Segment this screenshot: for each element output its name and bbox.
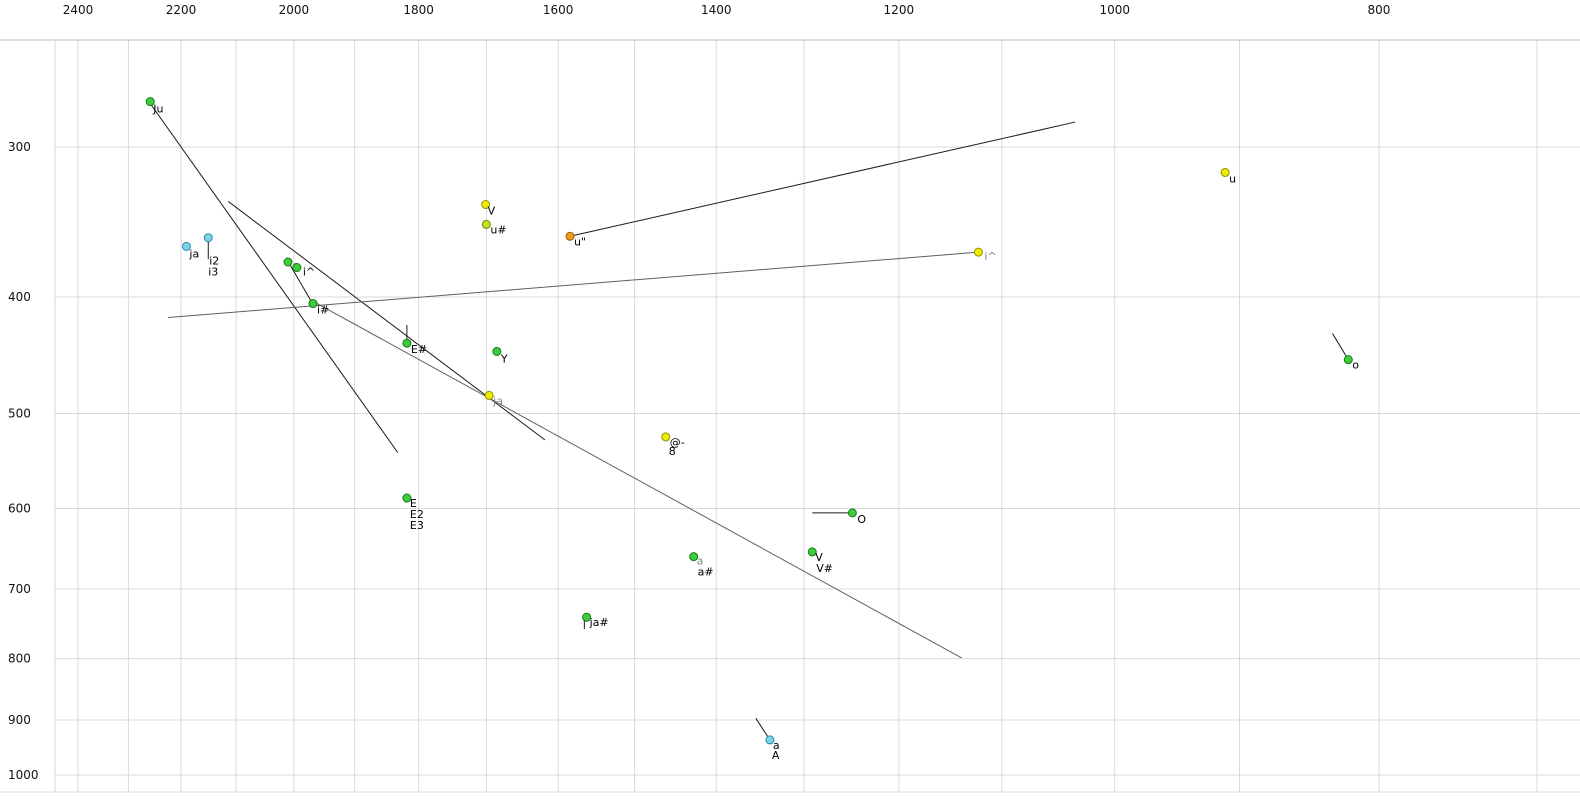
x-tick-label: 2400 xyxy=(63,3,94,17)
point-label: i# xyxy=(317,304,329,317)
data-point xyxy=(492,346,502,356)
y-tick-label: 900 xyxy=(8,713,31,727)
trajectory-line xyxy=(149,103,399,453)
data-point xyxy=(847,508,857,518)
point-label: V# xyxy=(816,562,833,575)
point-label: a xyxy=(773,739,780,752)
point-label: i^ xyxy=(303,266,315,279)
data-point xyxy=(481,200,491,210)
point-label: a xyxy=(697,555,704,568)
point-label: Ju xyxy=(152,103,163,116)
trajectory-line xyxy=(569,121,1076,237)
point-label: Y xyxy=(500,352,508,365)
data-point xyxy=(203,233,213,243)
data-point xyxy=(807,547,817,557)
data-point xyxy=(481,219,491,229)
x-tick-label: 1400 xyxy=(701,3,732,17)
data-point xyxy=(565,231,575,241)
data-point xyxy=(582,612,592,622)
data-point xyxy=(308,299,318,309)
point-label: u xyxy=(1229,172,1236,185)
point-label: a# xyxy=(698,566,714,579)
x-tick-label: 800 xyxy=(1368,3,1391,17)
point-label: E2 xyxy=(410,508,424,521)
point-label: A xyxy=(772,749,780,762)
trajectory-line xyxy=(309,299,962,659)
trajectory-line xyxy=(168,251,979,319)
point-label: E xyxy=(410,497,417,510)
point-label: i2 xyxy=(209,255,219,268)
data-point xyxy=(1343,355,1353,365)
point-label: i3 xyxy=(208,266,218,279)
point-label: i^ xyxy=(984,250,996,263)
data-point xyxy=(402,338,412,348)
point-label: u" xyxy=(574,235,586,248)
point-label: E# xyxy=(411,343,427,356)
x-tick-label: 1200 xyxy=(884,3,915,17)
point-label: V xyxy=(488,205,496,218)
data-point xyxy=(181,241,191,251)
x-tick-label: 1000 xyxy=(1099,3,1130,17)
trajectory-line xyxy=(288,263,313,303)
point-label: 8 xyxy=(669,445,676,458)
x-tick-label: 1600 xyxy=(543,3,574,17)
y-tick-label: 1000 xyxy=(8,768,39,782)
point-label: E3 xyxy=(410,519,424,532)
point-label: @- xyxy=(670,436,685,449)
data-point xyxy=(402,493,412,503)
y-tick-label: 300 xyxy=(8,140,31,154)
data-point xyxy=(973,247,983,257)
point-label: O xyxy=(857,513,866,526)
x-tick-label: 2200 xyxy=(166,3,197,17)
data-point xyxy=(689,552,699,562)
y-tick-label: 500 xyxy=(8,406,31,420)
data-point xyxy=(292,263,302,273)
x-tick-label: 2000 xyxy=(279,3,310,17)
data-point xyxy=(765,735,775,745)
y-tick-label: 600 xyxy=(8,502,31,516)
point-label: o xyxy=(1352,359,1359,372)
data-point xyxy=(283,257,293,267)
point-label: V xyxy=(815,551,823,564)
y-tick-label: 700 xyxy=(8,582,31,596)
data-point xyxy=(145,97,155,107)
data-point xyxy=(1220,167,1230,177)
x-tick-label: 1800 xyxy=(403,3,434,17)
point-label: u# xyxy=(490,223,506,236)
point-label: ja xyxy=(492,394,503,407)
y-tick-label: 800 xyxy=(8,652,31,666)
point-label: ja# xyxy=(589,616,609,629)
trajectory-line xyxy=(1332,333,1349,360)
point-label: ja xyxy=(188,247,199,260)
y-tick-label: 400 xyxy=(8,290,31,304)
data-point xyxy=(484,390,494,400)
data-point xyxy=(661,432,671,442)
